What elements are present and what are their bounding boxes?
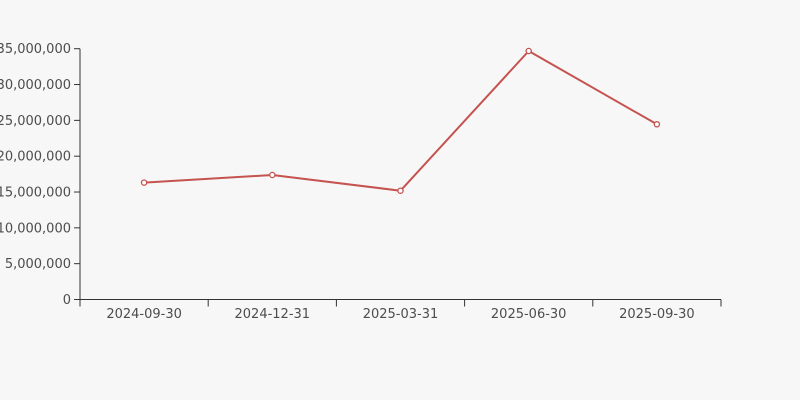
data-point-marker[interactable] <box>397 187 404 194</box>
x-axis-tick-label: 2024-09-30 <box>106 307 182 322</box>
x-axis-tick-label: 2025-09-30 <box>619 307 695 322</box>
series-line <box>143 50 658 192</box>
data-point-marker[interactable] <box>525 47 532 55</box>
y-axis-tick-label: 15,000,000 <box>0 186 71 201</box>
y-axis-tick-label: 35,000,000 <box>0 42 71 57</box>
x-axis-tick-label: 2024-12-31 <box>235 307 311 322</box>
y-axis-tick-label: 20,000,000 <box>0 150 71 165</box>
x-axis-tick-label: 2025-06-30 <box>491 307 567 322</box>
y-axis-tick-label: 30,000,000 <box>0 78 71 93</box>
y-axis-tick-label: 25,000,000 <box>0 114 71 129</box>
data-point-marker[interactable] <box>140 179 148 186</box>
data-point-marker[interactable] <box>653 121 661 128</box>
y-axis-tick-label: 5,000,000 <box>5 257 71 272</box>
x-axis-tick-label: 2025-03-31 <box>363 307 439 322</box>
data-point-marker[interactable] <box>269 171 276 179</box>
y-axis-tick-label: 10,000,000 <box>0 221 71 236</box>
y-axis-tick-label: 0 <box>63 293 71 308</box>
